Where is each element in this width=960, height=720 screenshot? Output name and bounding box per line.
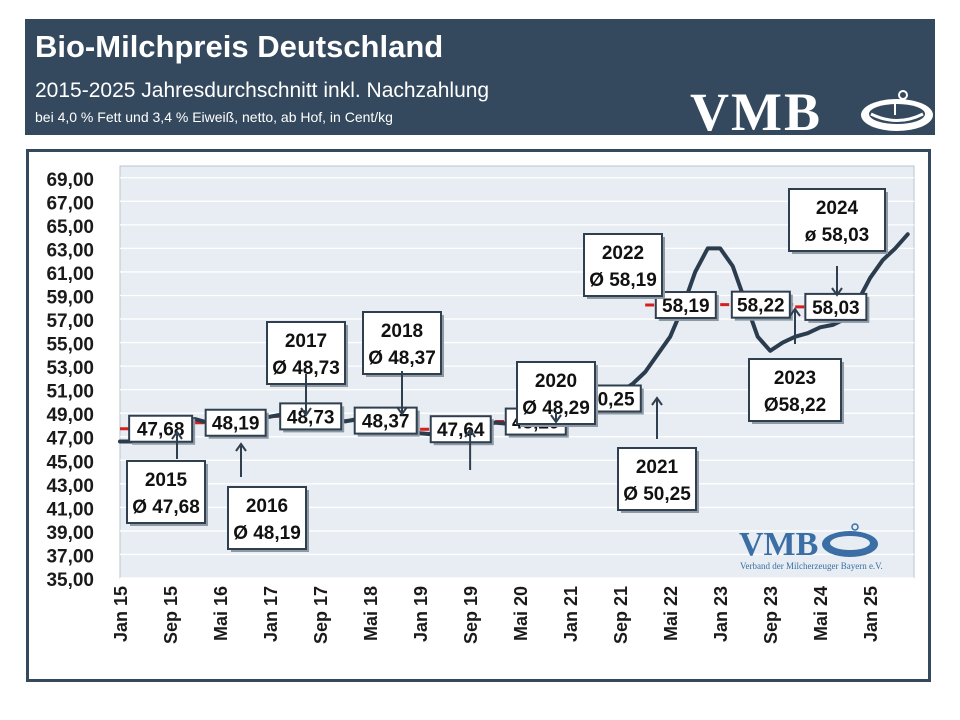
x-tick-label: Mai 16 xyxy=(211,586,231,641)
avg-value-box xyxy=(353,406,418,435)
annotation-arrow-head xyxy=(396,406,408,416)
header-panel: Bio-Milchpreis Deutschland 2015-2025 Jah… xyxy=(25,19,935,139)
annotation-box xyxy=(617,447,697,511)
y-tick-label: 69,00 xyxy=(46,170,94,191)
y-tick-label: 43,00 xyxy=(46,476,94,497)
y-tick-label: 65,00 xyxy=(46,217,94,238)
annotation-value: Ø58,22 xyxy=(764,395,826,416)
avg-value-label: 48,19 xyxy=(212,414,260,435)
y-tick-label: 57,00 xyxy=(46,311,94,332)
watermark-emblem-inner xyxy=(830,536,870,550)
watermark-emblem-icon xyxy=(822,523,878,557)
x-tick-label: Jan 19 xyxy=(411,586,431,642)
y-tick-label: 51,00 xyxy=(46,382,94,403)
annotation-year: 2024 xyxy=(816,198,859,219)
annotation-year: 2018 xyxy=(381,321,423,342)
avg-value-label: 58,19 xyxy=(662,296,710,317)
annotation-box xyxy=(266,321,346,385)
x-tick-label: Jan 25 xyxy=(861,586,881,642)
x-tick-label: Sep 15 xyxy=(161,586,181,644)
annotation-year: 2016 xyxy=(246,496,288,517)
avg-value-box xyxy=(429,415,492,444)
watermark-logo-text: VMB xyxy=(739,526,818,563)
annotation-year: 2015 xyxy=(145,470,188,491)
vmb-logo-emblem-icon xyxy=(861,90,933,131)
x-tick-label: Jan 17 xyxy=(261,586,281,642)
annotation-box xyxy=(126,460,206,524)
y-tick-label: 35,00 xyxy=(46,570,94,591)
annotation-box xyxy=(583,233,663,297)
avg-value-label: 48,37 xyxy=(362,412,410,433)
x-tick-label: Mai 18 xyxy=(361,586,381,641)
watermark-emblem-dot xyxy=(851,523,859,531)
y-tick-label: 67,00 xyxy=(46,193,94,214)
avg-value-box xyxy=(279,402,343,431)
annotation-year: 2021 xyxy=(636,457,679,478)
y-tick-label: 49,00 xyxy=(46,405,94,426)
watermark-caption: Verband der Milcherzeuger Bayern e.V. xyxy=(740,561,883,571)
annotation-value: Ø 48,29 xyxy=(522,398,590,419)
annotation-arrow-head xyxy=(171,430,183,440)
y-tick-label: 61,00 xyxy=(46,264,94,285)
x-tick-label: Sep 23 xyxy=(761,586,781,644)
annotation-value: Ø 48,37 xyxy=(368,348,436,369)
page-title: Bio-Milchpreis Deutschland xyxy=(35,29,444,64)
y-tick-label: 55,00 xyxy=(46,335,94,356)
annotation-year: 2023 xyxy=(774,368,816,389)
y-tick-label: 63,00 xyxy=(46,240,94,261)
avg-value-box xyxy=(204,408,267,437)
annotation-value: Ø 48,19 xyxy=(233,523,301,544)
annotation-value: Ø 48,73 xyxy=(272,358,340,379)
annotation-value: Ø 58,19 xyxy=(589,270,657,291)
x-tick-label: Jan 15 xyxy=(111,586,131,642)
avg-value-label: 58,22 xyxy=(737,296,785,317)
annotation-year: 2022 xyxy=(602,243,644,264)
y-tick-label: 41,00 xyxy=(46,499,94,520)
avg-value-label: 48,73 xyxy=(287,407,335,428)
chart-frame: 35,00 37,00 39,00 41,00 43,00 45,00 47,00 49,00… xyxy=(26,149,931,682)
page-note: bei 4,0 % Fett und 3,4 % Eiweiß, netto, … xyxy=(35,109,393,125)
vmb-logo-text: VMB xyxy=(690,82,822,142)
annotation-box xyxy=(227,486,307,550)
y-tick-label: 39,00 xyxy=(46,523,94,544)
avg-value-box xyxy=(804,292,868,321)
avg-value-label: 47,68 xyxy=(137,420,185,441)
annotation-value: Ø 47,68 xyxy=(132,497,200,518)
x-tick-label: Mai 22 xyxy=(661,586,681,641)
x-tick-label: Sep 17 xyxy=(311,586,331,644)
page-subtitle: 2015-2025 Jahresdurchschnitt inkl. Nachz… xyxy=(35,79,490,102)
annotation-arrow-head xyxy=(550,414,562,424)
annotation-value: ø 58,03 xyxy=(805,225,869,246)
x-tick-label: Mai 24 xyxy=(811,586,831,641)
x-tick-label: Sep 19 xyxy=(461,586,481,644)
annotation-box xyxy=(788,188,886,252)
y-tick-label: 37,00 xyxy=(46,546,94,567)
y-tick-label: 47,00 xyxy=(46,429,94,450)
y-tick-label: 53,00 xyxy=(46,358,94,379)
annotation-arrow-head xyxy=(464,428,476,438)
annotation-year: 2017 xyxy=(285,331,327,352)
avg-value-box xyxy=(654,291,717,320)
annotation-arrow-head xyxy=(300,407,312,417)
annotation-arrow-head xyxy=(651,396,663,406)
annotation-value: Ø 50,25 xyxy=(623,484,691,505)
annotation-year: 2020 xyxy=(535,371,577,392)
annotation-box xyxy=(748,358,842,422)
avg-value-box xyxy=(730,290,791,319)
avg-value-label: 47,64 xyxy=(437,420,485,441)
y-tick-label: 59,00 xyxy=(46,287,94,308)
y-tick-label: 45,00 xyxy=(46,452,94,473)
avg-value-label: 50,25 xyxy=(587,389,635,410)
annotation-arrow-head xyxy=(789,307,801,317)
x-tick-label: Sep 21 xyxy=(611,586,631,644)
x-tick-label: Mai 20 xyxy=(511,586,531,641)
x-tick-label: Jan 21 xyxy=(561,586,581,642)
avg-value-label: 58,03 xyxy=(812,298,860,319)
annotation-arrow-head xyxy=(831,287,843,297)
annotation-arrow-head xyxy=(235,442,247,452)
vmb-logo: VMB xyxy=(690,85,822,139)
x-tick-label: Jan 23 xyxy=(711,586,731,642)
